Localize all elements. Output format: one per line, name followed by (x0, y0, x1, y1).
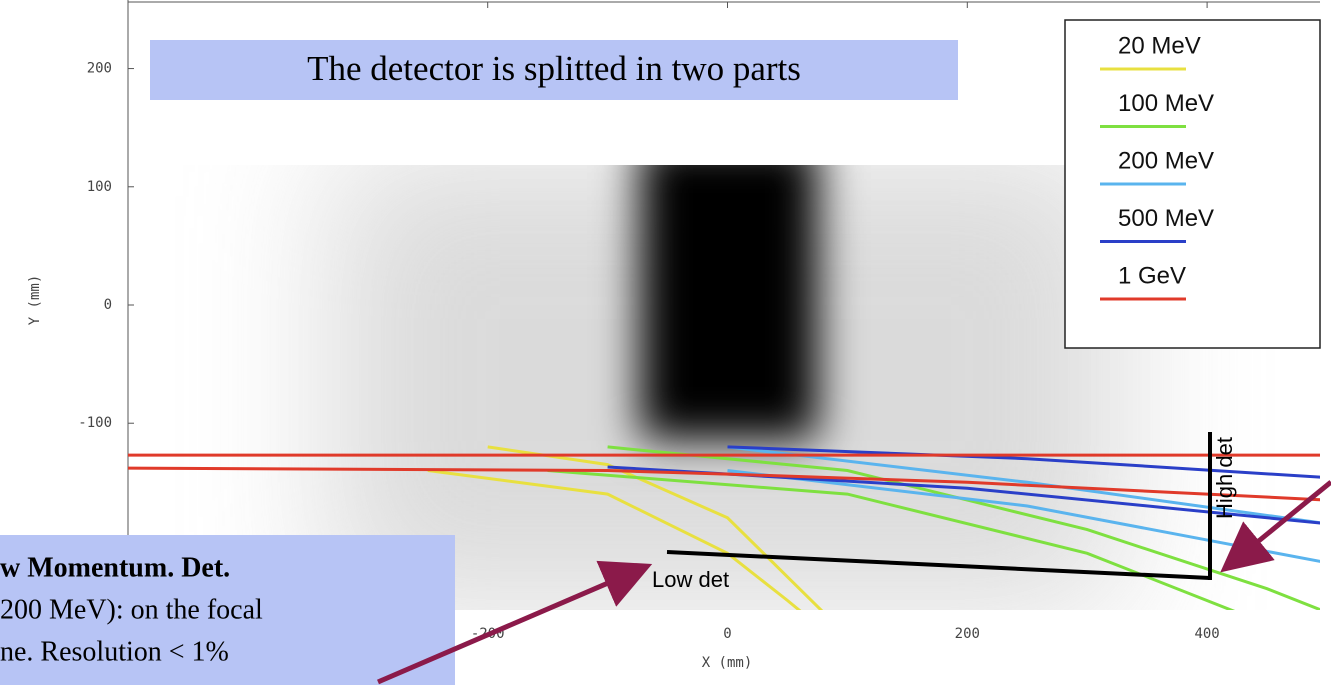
low-det-label: Low det (652, 567, 729, 592)
note-line: 200 MeV): on the focal (0, 594, 263, 625)
y-tick-label: 0 (104, 297, 112, 313)
legend-label: 20 MeV (1118, 32, 1201, 59)
x-tick-label: 400 (1194, 626, 1219, 642)
legend-label: 1 GeV (1118, 262, 1186, 289)
y-tick-label: 100 (87, 179, 112, 195)
note-line: ne. Resolution < 1% (0, 636, 229, 667)
y-axis-title: Y (mm) (27, 275, 43, 326)
x-tick-label: 0 (723, 626, 731, 642)
legend-label: 500 MeV (1118, 205, 1214, 232)
note-line: w Momentum. Det. (0, 552, 230, 583)
slide: 2001000-100-200-2000200400 Low det High … (0, 0, 1331, 685)
legend-label: 100 MeV (1118, 90, 1214, 117)
x-axis-title: X (mm) (702, 655, 753, 671)
legend-label: 200 MeV (1118, 147, 1214, 174)
x-tick-label: 200 (955, 626, 980, 642)
y-tick-label: 200 (87, 61, 112, 77)
y-tick-label: -100 (78, 415, 112, 431)
high-det-label: High det (1212, 437, 1237, 519)
title: The detector is splitted in two parts (307, 49, 801, 88)
legend: 20 MeV 100 MeV 200 MeV 500 MeV 1 GeV (1065, 20, 1320, 348)
